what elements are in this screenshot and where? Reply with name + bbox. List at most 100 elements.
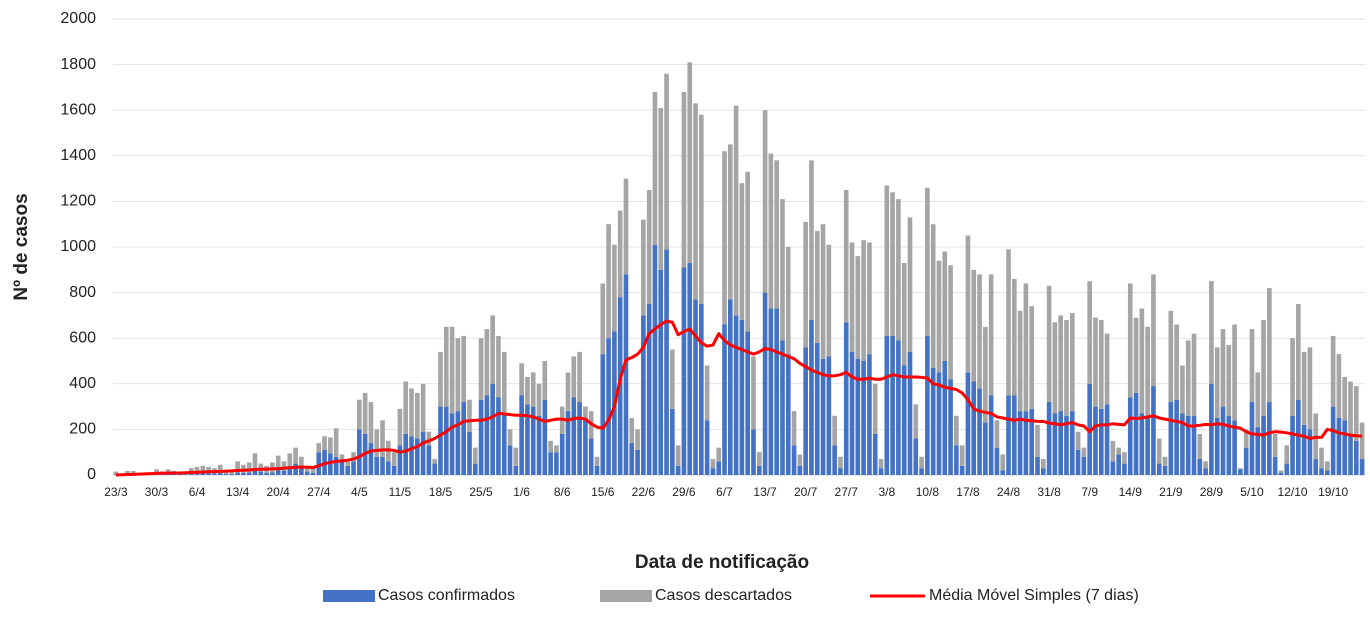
bar — [658, 270, 663, 475]
bar — [699, 115, 704, 304]
bar — [1215, 418, 1220, 475]
bar — [560, 434, 565, 475]
bar — [966, 372, 971, 475]
x-tick-label: 22/6 — [632, 485, 656, 499]
bar — [1169, 402, 1174, 475]
bar — [473, 448, 478, 464]
bar — [832, 416, 837, 446]
bar — [751, 356, 756, 429]
y-tick-label: 0 — [87, 466, 96, 483]
bar — [705, 366, 710, 421]
bar — [1325, 470, 1330, 475]
bar — [838, 457, 843, 468]
bar — [519, 363, 524, 395]
bar — [473, 464, 478, 475]
bar — [687, 263, 692, 475]
bar — [398, 445, 403, 475]
bar — [629, 418, 634, 443]
bar — [212, 473, 217, 475]
bar — [363, 393, 368, 434]
bar — [351, 461, 356, 475]
bar — [305, 472, 310, 475]
x-tick-label: 5/10 — [1240, 485, 1264, 499]
y-axis-title: Nº de casos — [11, 193, 32, 300]
bar — [287, 453, 292, 467]
bar — [1029, 306, 1034, 409]
bar — [1244, 448, 1249, 475]
x-tick-label: 18/5 — [429, 485, 453, 499]
legend-label: Casos confirmados — [378, 587, 515, 604]
bar — [519, 395, 524, 475]
y-tick-label: 200 — [69, 421, 96, 438]
bar — [450, 413, 455, 475]
bar — [989, 274, 994, 395]
bar — [1174, 400, 1179, 475]
x-tick-label: 7/9 — [1081, 485, 1098, 499]
bar — [1099, 320, 1104, 409]
bar — [514, 448, 519, 466]
bar — [467, 432, 472, 475]
bar — [427, 432, 432, 446]
bar — [728, 299, 733, 475]
bar — [1354, 386, 1359, 441]
bar — [1197, 434, 1202, 459]
bar — [774, 309, 779, 475]
bar — [548, 452, 553, 475]
bar — [1111, 441, 1116, 462]
bar — [554, 452, 559, 475]
bar — [983, 423, 988, 475]
bar — [902, 366, 907, 475]
bar — [635, 450, 640, 475]
bar — [1342, 420, 1347, 475]
bar — [884, 336, 889, 475]
x-tick-label: 6/4 — [189, 485, 206, 499]
bar — [711, 468, 716, 475]
bar — [444, 407, 449, 475]
bar — [1308, 429, 1313, 475]
bar — [293, 448, 298, 464]
bar — [1111, 461, 1116, 475]
bar — [1337, 354, 1342, 418]
bar — [386, 461, 391, 475]
bar — [711, 459, 716, 468]
bar — [218, 473, 223, 475]
bar — [1226, 345, 1231, 416]
bar — [299, 468, 304, 475]
x-tick-label: 3/8 — [878, 485, 895, 499]
bar — [879, 468, 884, 475]
bar — [490, 315, 495, 383]
x-tick-label: 11/5 — [389, 485, 412, 499]
bar — [635, 429, 640, 450]
bar — [1047, 286, 1052, 402]
bar — [438, 352, 443, 407]
bar — [1273, 457, 1278, 475]
bar — [745, 172, 750, 332]
bar — [942, 252, 947, 361]
bar — [1140, 309, 1145, 414]
bar — [902, 263, 907, 366]
bar — [421, 384, 426, 432]
bar — [1116, 454, 1121, 475]
bar — [311, 473, 316, 475]
bar — [757, 452, 762, 466]
bar — [1215, 347, 1220, 418]
bar — [270, 472, 275, 475]
x-tick-label: 21/9 — [1159, 485, 1183, 499]
bar — [1267, 288, 1272, 402]
bar — [774, 160, 779, 308]
bar — [1203, 468, 1208, 475]
bar — [1099, 409, 1104, 475]
bar — [264, 473, 269, 475]
bar — [1157, 439, 1162, 464]
bar — [995, 420, 1000, 447]
bar — [1354, 441, 1359, 475]
bar — [624, 179, 629, 275]
bar — [798, 454, 803, 465]
bar — [508, 445, 513, 475]
bar — [1035, 425, 1040, 457]
bar — [1151, 274, 1156, 386]
bar — [409, 388, 414, 436]
bar — [879, 459, 884, 468]
x-tick-label: 28/9 — [1200, 485, 1224, 499]
